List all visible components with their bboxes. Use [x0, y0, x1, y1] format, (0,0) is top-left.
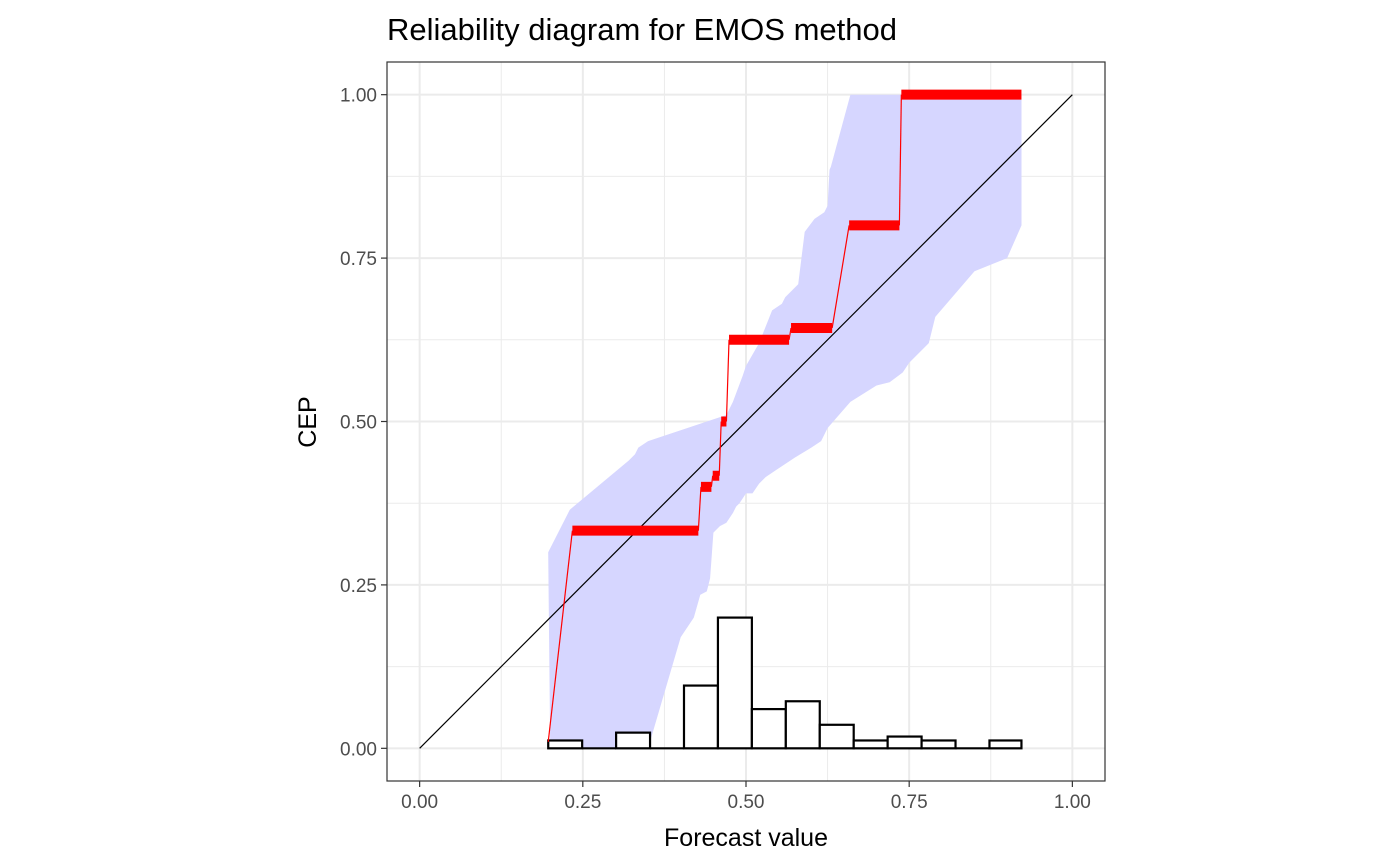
- histogram-bar: [852, 739, 889, 750]
- plot-panel: [386, 61, 1106, 782]
- y-axis: 0.00 0.25 0.50 0.75 1.00: [340, 86, 387, 760]
- y-tick-label: 0.75: [340, 249, 377, 270]
- histogram-bar: [547, 739, 584, 750]
- histogram-bar: [750, 707, 787, 750]
- y-tick-label: 0.00: [340, 739, 377, 760]
- histogram-bar: [988, 739, 1023, 750]
- x-tick-label: 0.50: [728, 792, 765, 813]
- cep-step-line: [547, 89, 1022, 742]
- histogram-bar: [818, 723, 855, 750]
- histogram-bar: [682, 684, 720, 750]
- x-tick-label: 1.00: [1054, 792, 1091, 813]
- confidence-band: [548, 94, 1022, 749]
- cep-segment: [710, 475, 714, 487]
- histogram-bar: [886, 735, 923, 750]
- histogram-bar: [716, 616, 753, 750]
- x-tick-label: 0.25: [564, 792, 601, 813]
- histogram-bar: [920, 739, 957, 750]
- x-tick-label: 0.00: [401, 792, 438, 813]
- cep-segment: [547, 530, 573, 742]
- x-axis-label: Forecast value: [664, 824, 828, 852]
- x-tick-label: 0.75: [891, 792, 928, 813]
- cep-segment: [725, 339, 730, 422]
- cep-segment: [831, 225, 850, 329]
- y-axis-label: CEP: [294, 396, 322, 447]
- cep-segment: [718, 421, 722, 476]
- y-tick-label: 1.00: [340, 86, 377, 107]
- chart-title: Reliability diagram for EMOS method: [387, 12, 897, 47]
- y-tick-label: 0.25: [340, 576, 377, 597]
- x-axis: 0.00 0.25 0.50 0.75 1.00: [401, 781, 1091, 813]
- cep-segment: [898, 94, 902, 226]
- cep-segment: [788, 327, 792, 340]
- histogram-bar: [784, 700, 821, 750]
- forecast-histogram: [547, 616, 1023, 750]
- identity-diagonal: [419, 94, 1073, 749]
- y-tick-label: 0.50: [340, 413, 377, 434]
- cep-segment: [697, 486, 702, 531]
- histogram-bar: [615, 731, 652, 750]
